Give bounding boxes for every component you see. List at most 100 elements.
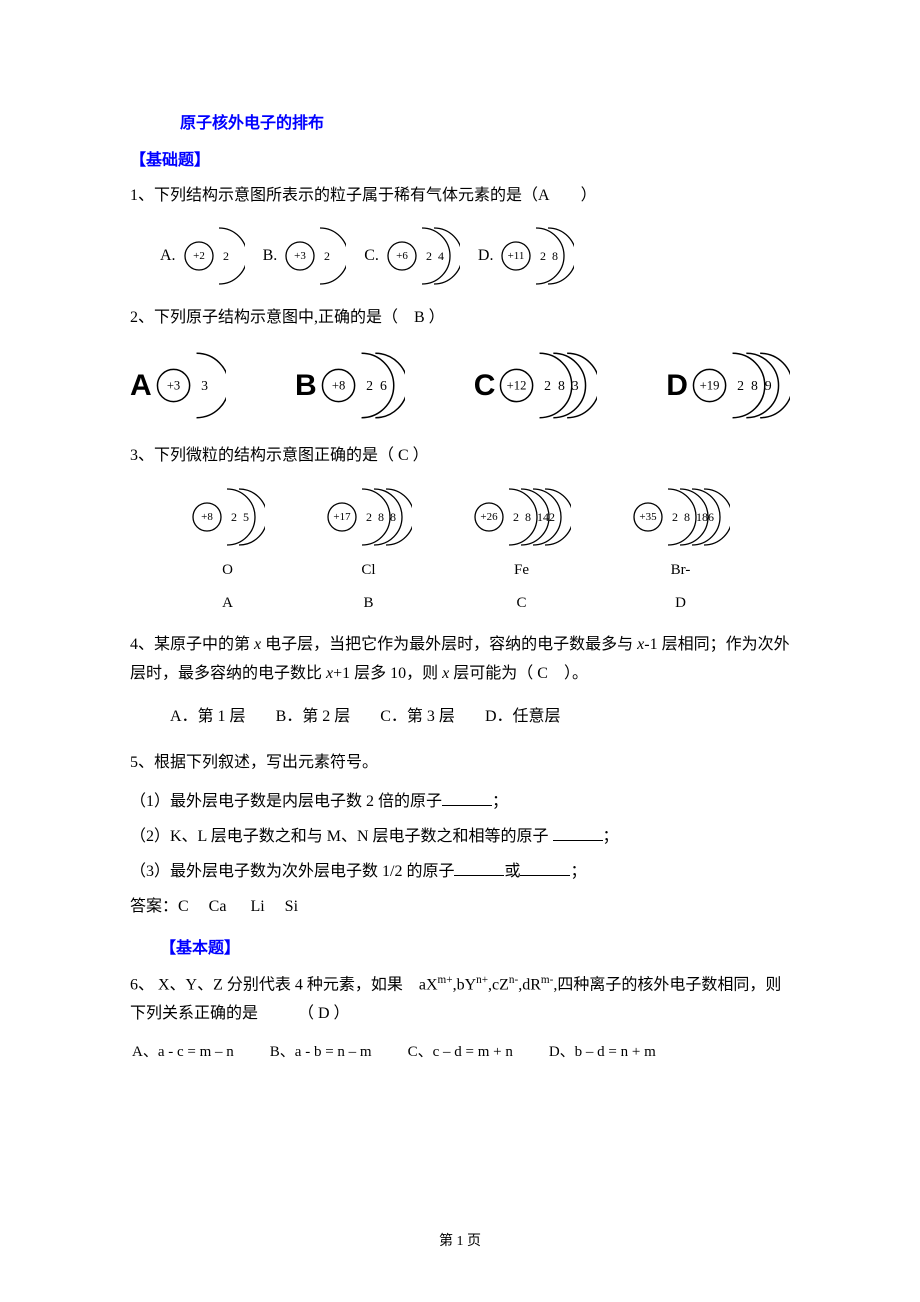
atom-option: +2628142FeC [472,487,571,617]
svg-text:8: 8 [751,378,758,393]
question-5: 5、根据下列叙述，写出元素符号。 （1）最外层电子数是内层电子数 2 倍的原子 ；… [130,749,790,921]
q3-text: 3、下列微粒的结构示意图正确的是（ C ） [130,442,790,471]
atom-diagram: +2628142 [472,487,571,547]
blank [442,790,492,806]
q5-s1a: （1）最外层电子数是内层电子数 2 倍的原子 [130,793,442,810]
q4-x1: x [254,636,265,653]
svg-text:8: 8 [378,510,384,524]
svg-text:8: 8 [558,378,565,393]
svg-text:2: 2 [672,510,678,524]
atom-diagram: +3528186 [631,487,730,547]
atom-diagram: +12283 [497,351,597,420]
q5-sub1: （1）最外层电子数是内层电子数 2 倍的原子 ； [130,788,790,817]
svg-text:+3: +3 [166,379,179,393]
svg-text:+35: +35 [639,511,657,523]
q6-sup2: n+ [476,974,488,986]
svg-text:+17: +17 [333,511,351,523]
q5-text: 5、根据下列叙述，写出元素符号。 [130,749,790,778]
q5-s1b: ； [492,793,508,810]
svg-text:6: 6 [380,378,387,393]
q1-text: 1、下列结构示意图所表示的粒子属于稀有气体元素的是（A ） [130,182,790,211]
element-symbol: Cl [361,557,375,584]
q4-t5: 层可能为（ C ）。 [453,665,588,682]
atom-option: B+826 [295,351,405,420]
option-label: C. [364,242,379,271]
svg-text:2: 2 [540,249,546,263]
svg-text:3: 3 [201,378,208,393]
q3-options: +825OA+17288ClB+2628142FeC+3528186Br-D [160,487,760,617]
q5-s2b: ； [603,828,619,845]
question-3: 3、下列微粒的结构示意图正确的是（ C ） +825OA+17288ClB+26… [130,442,790,617]
svg-text:4: 4 [438,249,444,263]
svg-text:2: 2 [549,510,555,524]
q6-t3: ,cZ [488,976,509,993]
question-1: 1、下列结构示意图所表示的粒子属于稀有气体元素的是（A ） A.+22B.+32… [130,182,790,287]
element-symbol: Fe [514,557,529,584]
element-symbol: O [222,557,233,584]
q6-sup3: n- [509,974,518,986]
q2-options: A+33B+826C+12283D+19289 [130,351,790,420]
option-label: B [363,590,373,617]
q6-opt-b: B、a - b = n – m [270,1039,372,1066]
atom-diagram: +32 [283,226,346,286]
atom-diagram: +1128 [499,226,574,286]
svg-text:2: 2 [231,510,237,524]
svg-text:+6: +6 [396,250,408,262]
q5-sub3: （3）最外层电子数为次外层电子数 1/2 的原子或； [130,858,790,887]
svg-text:8: 8 [525,510,531,524]
q4-x4: x [442,665,453,682]
q6-opt-c: C、c – d = m + n [408,1039,513,1066]
q6-t1: 6、 X、Y、Z 分别代表 4 种元素，如果 aX [130,976,438,993]
blank [454,860,504,876]
svg-text:6: 6 [708,510,714,524]
svg-text:9: 9 [765,378,772,393]
atom-option: +3528186Br-D [631,487,730,617]
q6-t4: ,dR [518,976,541,993]
blank [553,825,603,841]
q6-sup1: m+ [438,974,453,986]
q6-opt-a: A、a - c = m – n [132,1039,234,1066]
q5-sub2: （2）K、L 层电子数之和与 M、N 层电子数之和相等的原子 ； [130,823,790,852]
option-label: D [675,590,686,617]
q6-sup4: m- [541,974,553,986]
svg-text:+8: +8 [331,379,344,393]
q2-text: 2、下列原子结构示意图中,正确的是（ B ） [130,304,790,333]
q5-s3b: 或 [504,863,520,880]
option-label: B. [263,242,278,271]
atom-option: B.+32 [263,226,347,286]
svg-text:5: 5 [243,510,249,524]
question-4: 4、某原子中的第 x 电子层，当把它作为最外层时，容纳的电子数最多与 x-1 层… [130,631,790,731]
q4-t2: 电子层，当把它作为最外层时，容纳的电子数最多与 [265,636,633,653]
svg-text:+12: +12 [507,379,527,393]
atom-diagram: +825 [190,487,265,547]
svg-text:14: 14 [537,510,549,524]
q1-options: A.+22B.+32C.+624D.+1128 [160,226,790,286]
q5-s3a: （3）最外层电子数为次外层电子数 1/2 的原子 [130,863,454,880]
option-label: B [295,359,317,413]
atom-diagram: +826 [319,351,405,420]
q4-t4: +1 层多 10，则 [333,665,438,682]
section-basic-label: 【基础题】 [130,147,790,176]
question-2: 2、下列原子结构示意图中,正确的是（ B ） A+33B+826C+12283D… [130,304,790,420]
atom-option: +825 OA [190,487,265,617]
q6-opt-d: D、b – d = n + m [549,1039,656,1066]
atom-diagram: +19289 [690,351,790,420]
q4-opt-a: A．第 1 层 [170,703,246,732]
option-label: A [130,359,152,413]
svg-text:+26: +26 [480,511,498,523]
svg-text:+11: +11 [508,250,525,262]
option-label: A [222,590,233,617]
q5-s2a: （2）K、L 层电子数之和与 M、N 层电子数之和相等的原子 [130,828,553,845]
atom-option: C+12283 [474,351,598,420]
svg-text:2: 2 [513,510,519,524]
atom-option: +17288ClB [325,487,412,617]
q6-options: A、a - c = m – n B、a - b = n – m C、c – d … [132,1039,790,1066]
svg-text:2: 2 [223,249,229,263]
atom-option: A +3 3 [130,351,226,420]
atom-option: A.+22 [160,226,245,286]
svg-text:+2: +2 [193,250,205,262]
svg-text:8: 8 [390,510,396,524]
option-label: C [474,359,496,413]
q4-t1: 4、某原子中的第 [130,636,250,653]
element-symbol: Br- [671,557,691,584]
